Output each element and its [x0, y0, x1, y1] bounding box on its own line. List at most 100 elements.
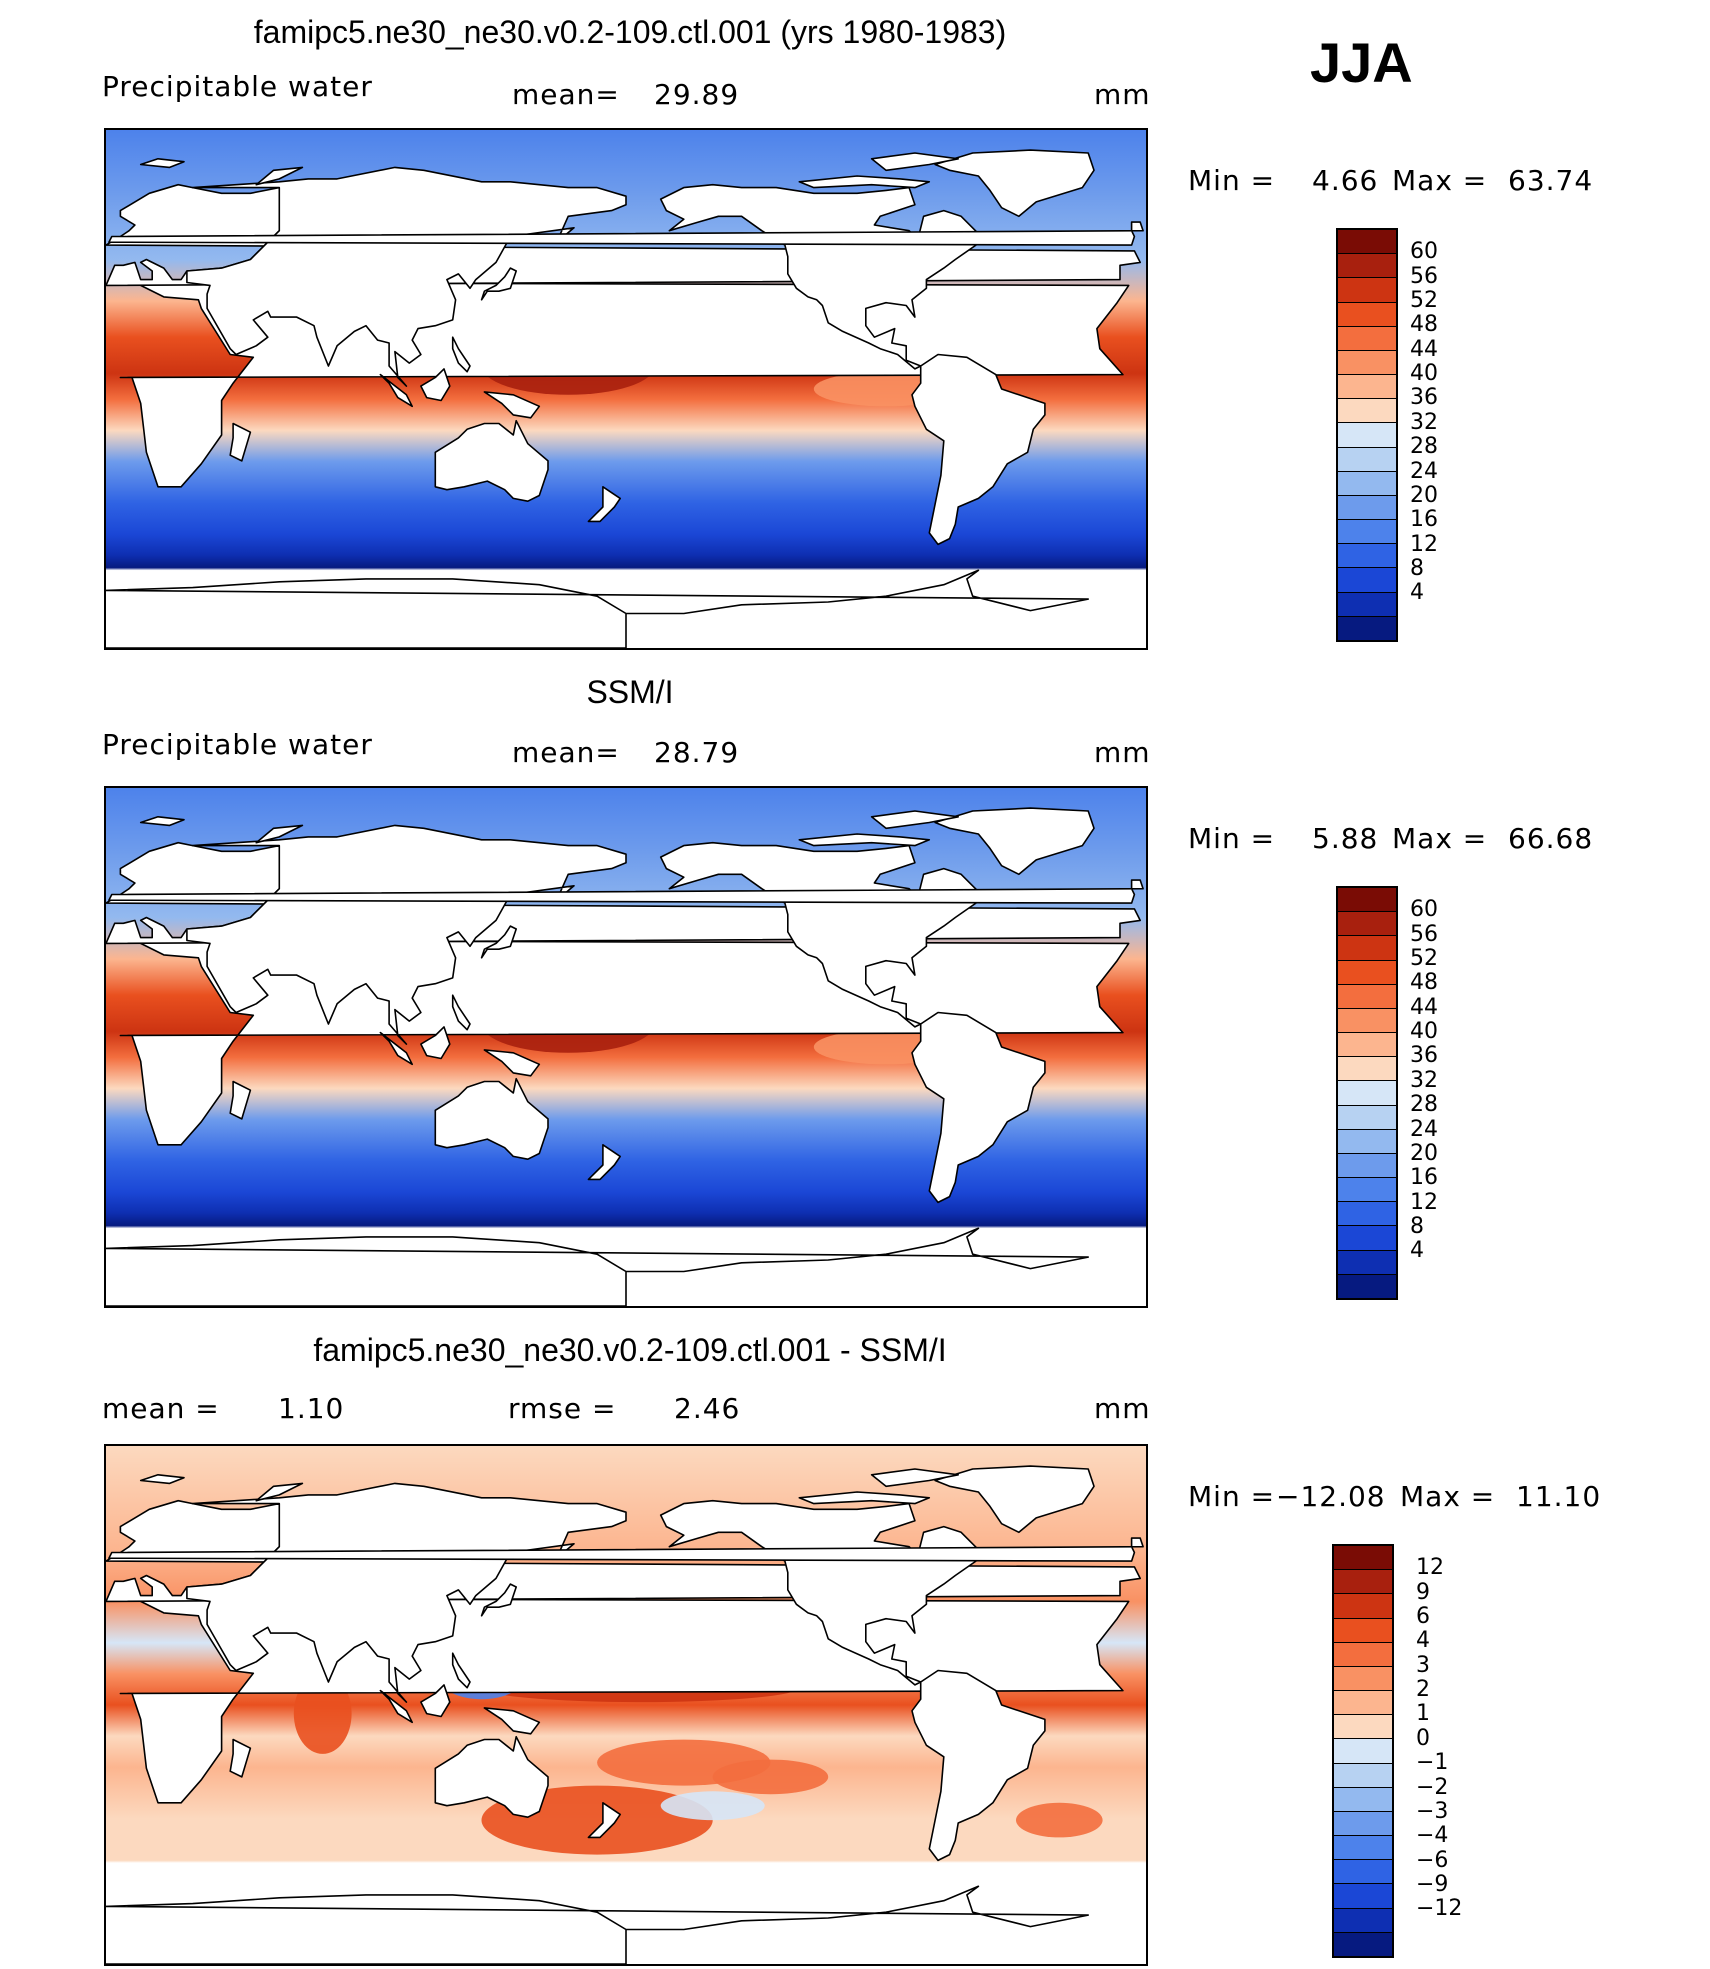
colorbar-tick-label: 4	[1416, 1628, 1430, 1654]
colorbar-tick-label: 48	[1410, 970, 1438, 996]
colorbar-segment	[1338, 568, 1396, 593]
max-value: 11.10	[1516, 1480, 1602, 1513]
colorbar-segment	[1338, 302, 1396, 327]
colorbar-tick-label: 24	[1410, 458, 1438, 484]
coastline-australia	[434, 419, 549, 503]
colorbar-segment	[1334, 1836, 1392, 1861]
field-anomaly	[1016, 1802, 1103, 1838]
colorbar-segment	[1338, 960, 1396, 985]
max-value: 66.68	[1508, 822, 1594, 855]
min-value: −12.08	[1276, 1480, 1386, 1513]
mean-label: mean=	[512, 78, 620, 111]
coastline-svalbard	[139, 157, 185, 169]
colorbar-tick-label: 24	[1410, 1116, 1438, 1142]
colorbar-segment	[1334, 1546, 1392, 1571]
rmse-label: rmse =	[508, 1392, 617, 1425]
colorbar-segment	[1338, 1153, 1396, 1179]
coastline-svalbard	[139, 1473, 185, 1485]
colorbar-tick-label: −12	[1416, 1896, 1463, 1922]
min-value: 5.88	[1312, 822, 1379, 855]
coastline-samerica	[911, 353, 1046, 546]
coastline-borneo	[420, 1684, 451, 1718]
coastline-arctic1	[798, 175, 931, 189]
max-value: 63.74	[1508, 164, 1594, 197]
colorbar-segment	[1334, 1739, 1392, 1764]
colorbar-tick-label: −3	[1416, 1798, 1449, 1824]
colorbar-segment	[1338, 1129, 1396, 1154]
colorbar-tick-label: 1	[1416, 1701, 1430, 1727]
coastline-borneo	[420, 1026, 451, 1060]
colorbar-tick-label: 12	[1410, 531, 1438, 557]
colorbar-tick-label: 32	[1410, 409, 1438, 435]
colorbar-segment	[1338, 912, 1396, 937]
colorbar-segment	[1338, 375, 1396, 400]
map-plot	[104, 1444, 1148, 1966]
colorbar-tick-label: 4	[1410, 1238, 1424, 1264]
coastline-uk	[108, 221, 1144, 246]
coastline-arctic2	[870, 810, 960, 830]
coastline-svalbard	[139, 815, 185, 827]
colorbar-tick-label: 44	[1410, 994, 1438, 1020]
coastline-newguinea	[483, 1049, 541, 1077]
max-label: Max =	[1392, 164, 1488, 197]
colorbar-segment	[1338, 1105, 1396, 1130]
mean-value: 29.89	[654, 78, 740, 111]
coastline-japan	[480, 267, 518, 301]
coastline-sumatra	[379, 1689, 414, 1724]
colorbar-tick-label: 60	[1410, 239, 1438, 265]
colorbar-tick-label: 8	[1410, 555, 1424, 581]
colorbar-segment	[1338, 1250, 1396, 1275]
panel-title: SSM/I	[586, 674, 674, 710]
colorbar-segment	[1334, 1860, 1392, 1885]
coastline-samerica	[911, 1011, 1046, 1204]
coastline-antarctica	[106, 569, 1090, 648]
colorbar-segment	[1334, 1787, 1392, 1812]
mean-label: mean=	[512, 736, 620, 769]
colorbar	[1336, 886, 1398, 1300]
colorbar-segment	[1338, 447, 1396, 472]
colorbar-segment	[1338, 399, 1396, 424]
coastline-asia	[186, 166, 627, 387]
colorbar-segment	[1334, 1594, 1392, 1619]
coastline-namerica	[659, 841, 986, 1028]
colorbar-segment	[1338, 1008, 1396, 1034]
units-label: mm	[1094, 1392, 1151, 1425]
variable-label: Precipitable water	[102, 728, 373, 761]
coastline-asia	[186, 1482, 627, 1703]
colorbar-segment	[1338, 1057, 1396, 1082]
coastline-arctic2	[870, 1468, 960, 1488]
colorbar-segment	[1334, 1691, 1392, 1716]
colorbar	[1332, 1544, 1394, 1958]
colorbar-tick-label: 12	[1410, 1189, 1438, 1215]
min-label: Min =	[1188, 1480, 1276, 1513]
colorbar-segment	[1338, 230, 1396, 255]
coastline-sumatra	[379, 373, 414, 408]
colorbar-tick-label: 0	[1416, 1725, 1430, 1751]
panel-title: famipc5.ne30_ne30.v0.2-109.ctl.001 - SSM…	[313, 1332, 947, 1368]
coastline-novaya	[255, 1482, 304, 1502]
colorbar-tick-label: 20	[1410, 1140, 1438, 1166]
colorbar-tick-label: 28	[1410, 1092, 1438, 1118]
coastline-sumatra	[379, 1031, 414, 1066]
min-value: 4.66	[1312, 164, 1379, 197]
colorbar-segment	[1338, 1178, 1396, 1203]
colorbar-tick-label: −9	[1416, 1871, 1449, 1897]
variable-label: Precipitable water	[102, 70, 373, 103]
coastline-uk	[108, 879, 1144, 904]
colorbar-tick-label: 40	[1410, 1019, 1438, 1045]
colorbar-segment	[1334, 1618, 1392, 1643]
units-label: mm	[1094, 78, 1151, 111]
coastline-madagascar	[229, 1738, 252, 1778]
colorbar-tick-label: 44	[1410, 336, 1438, 362]
colorbar-tick-label: −4	[1416, 1823, 1449, 1849]
colorbar-segment	[1338, 350, 1396, 376]
colorbar-segment	[1338, 520, 1396, 545]
colorbar-segment	[1338, 1033, 1396, 1058]
mean-label: mean =	[102, 1392, 220, 1425]
colorbar-segment	[1334, 1642, 1392, 1667]
colorbar-segment	[1334, 1666, 1392, 1692]
colorbar-tick-label: 6	[1416, 1604, 1430, 1630]
map-plot	[104, 786, 1148, 1308]
coastline-arctic1	[798, 833, 931, 847]
colorbar-tick-label: 52	[1410, 288, 1438, 314]
